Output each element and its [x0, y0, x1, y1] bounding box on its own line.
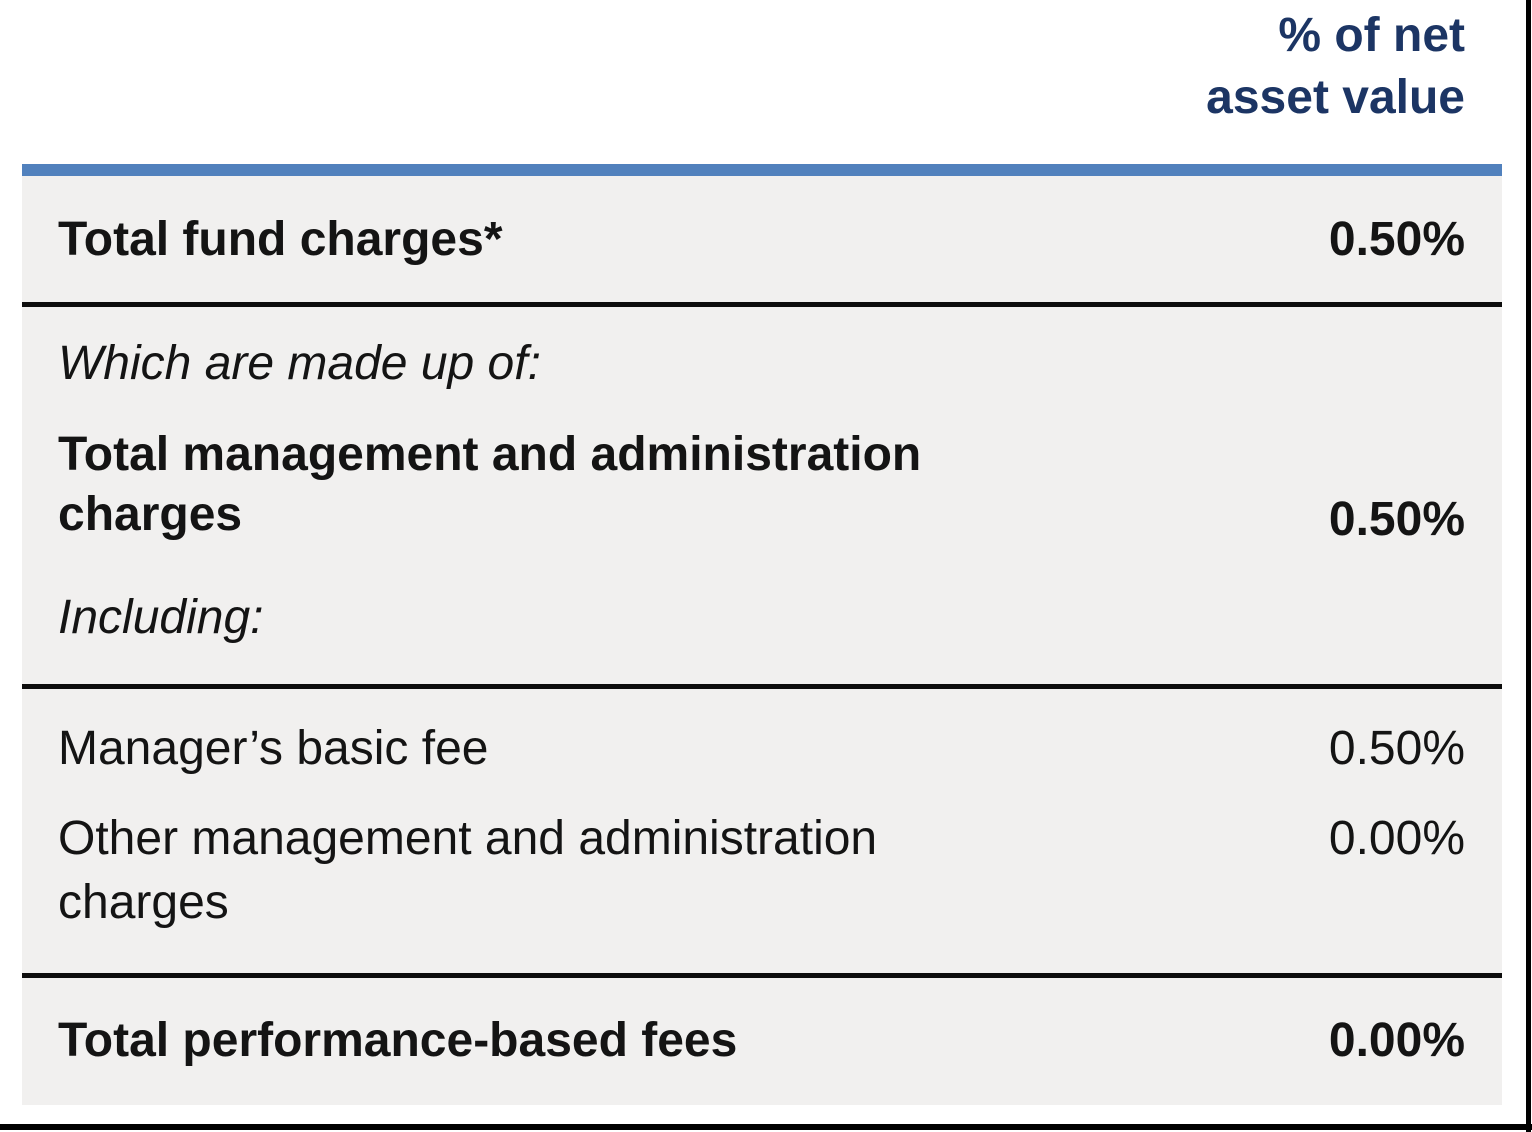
- column-header-pct-of-nav: % of net asset value: [1206, 5, 1465, 129]
- row-value: 0.50%: [1328, 722, 1465, 775]
- row-label: Manager’s basic fee: [58, 722, 489, 775]
- row-value: 0.50%: [1328, 212, 1465, 266]
- accent-bar: [22, 164, 1502, 176]
- breakdown-outro: Including:: [58, 591, 264, 644]
- row-value: 0.50%: [1328, 493, 1465, 546]
- row-divider: [22, 973, 1502, 978]
- row-divider: [22, 302, 1502, 307]
- row-label: Total fund charges*: [58, 212, 503, 266]
- table-row: Other management and administration char…: [58, 807, 1465, 935]
- row-label: Total performance-based fees: [58, 1014, 738, 1067]
- row-value: 0.00%: [1328, 1014, 1465, 1067]
- page-edge-bottom-rule: [0, 1124, 1532, 1130]
- table-row-details: Manager’s basic fee 0.50% Other manageme…: [22, 689, 1502, 973]
- row-label: Other management and administration char…: [58, 812, 878, 929]
- column-header-line1: % of net: [1278, 9, 1465, 62]
- row-value: 0.00%: [1328, 812, 1465, 865]
- table-row-breakdown: Which are made up of: Total management a…: [22, 307, 1502, 684]
- table-row-total-fund-charges: Total fund charges* 0.50%: [22, 176, 1502, 302]
- row-divider: [22, 684, 1502, 689]
- table-row: Manager’s basic fee 0.50%: [58, 717, 1465, 781]
- fund-charges-table: Total fund charges* 0.50% Which are made…: [22, 176, 1502, 1105]
- column-header-line2: asset value: [1206, 71, 1465, 124]
- table-row-performance-fees: Total performance-based fees 0.00%: [22, 978, 1502, 1103]
- row-label: Total management and administration char…: [58, 428, 922, 541]
- breakdown-intro: Which are made up of:: [58, 337, 541, 390]
- page-edge-right-rule: [1526, 0, 1531, 1132]
